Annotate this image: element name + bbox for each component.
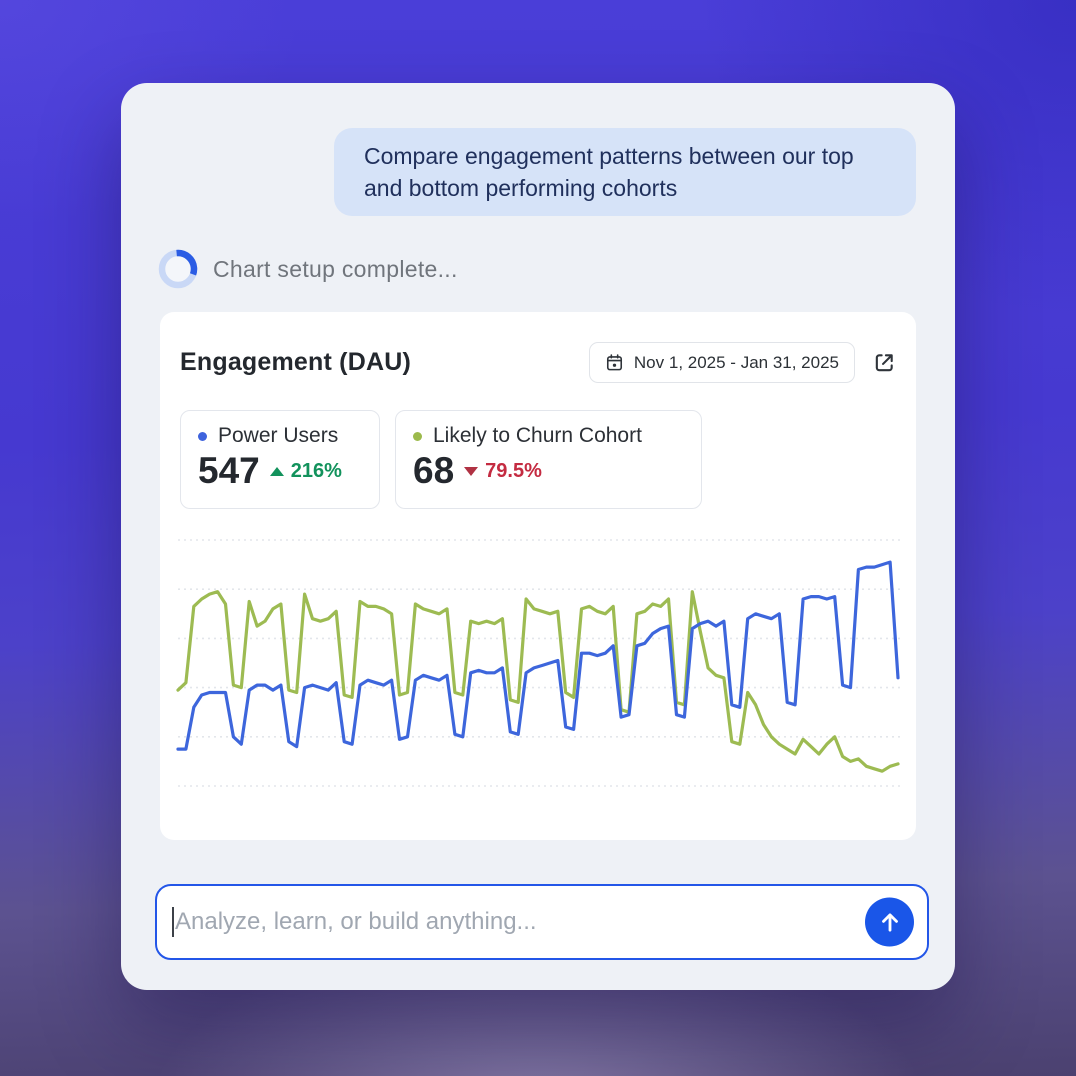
chart-header-actions: Nov 1, 2025 - Jan 31, 2025 [588, 342, 896, 383]
stat-label: Likely to Churn Cohort [433, 424, 642, 447]
user-message-bubble: Compare engagement patterns between our … [334, 128, 916, 216]
stat-delta: 216% [269, 459, 342, 483]
stat-header: Power Users [198, 424, 362, 448]
chat-panel: Compare engagement patterns between our … [121, 83, 955, 990]
stat-delta: 79.5% [464, 460, 542, 483]
chat-input[interactable] [157, 886, 927, 958]
legend-stat-cards: Power Users 547 216% Likely to Churn Coh… [160, 383, 916, 509]
trend-down-icon [464, 466, 479, 476]
chart-title: Engagement (DAU) [180, 348, 411, 376]
stat-value: 547 [198, 450, 260, 491]
line-chart [160, 524, 916, 814]
status-text: Chart setup complete... [213, 255, 458, 282]
user-message-text: Compare engagement patterns between our … [364, 143, 854, 201]
dau-line-chart-svg [176, 538, 900, 787]
trend-up-icon [269, 466, 284, 476]
arrow-up-icon [881, 913, 898, 931]
delta-percent: 79.5% [485, 459, 542, 482]
delta-percent: 216% [290, 459, 342, 482]
chart-header: Engagement (DAU) Nov 1, 2025 - Jan 31, 2… [160, 312, 916, 383]
date-range-button[interactable]: Nov 1, 2025 - Jan 31, 2025 [588, 342, 855, 383]
calendar-icon [606, 354, 622, 371]
stat-card-power-users[interactable]: Power Users 547 216% [180, 410, 380, 509]
loading-spinner-icon [158, 249, 198, 289]
status-row: Chart setup complete... [158, 249, 458, 289]
stat-card-churn-cohort[interactable]: Likely to Churn Cohort 68 79.5% [395, 410, 702, 509]
stat-header: Likely to Churn Cohort [413, 424, 684, 448]
external-link-icon [875, 354, 893, 372]
open-external-button[interactable] [873, 351, 896, 374]
series-dot-blue [198, 431, 207, 441]
stat-label: Power Users [218, 424, 339, 447]
chart-card: Engagement (DAU) Nov 1, 2025 - Jan 31, 2… [160, 312, 916, 840]
text-caret [172, 907, 174, 937]
stat-value: 68 [413, 450, 455, 491]
stat-values: 68 79.5% [413, 450, 684, 493]
stat-values: 547 216% [198, 450, 362, 493]
send-button[interactable] [865, 897, 914, 947]
series-dot-green [413, 431, 422, 441]
composer [155, 884, 929, 960]
date-range-label: Nov 1, 2025 - Jan 31, 2025 [633, 352, 839, 372]
